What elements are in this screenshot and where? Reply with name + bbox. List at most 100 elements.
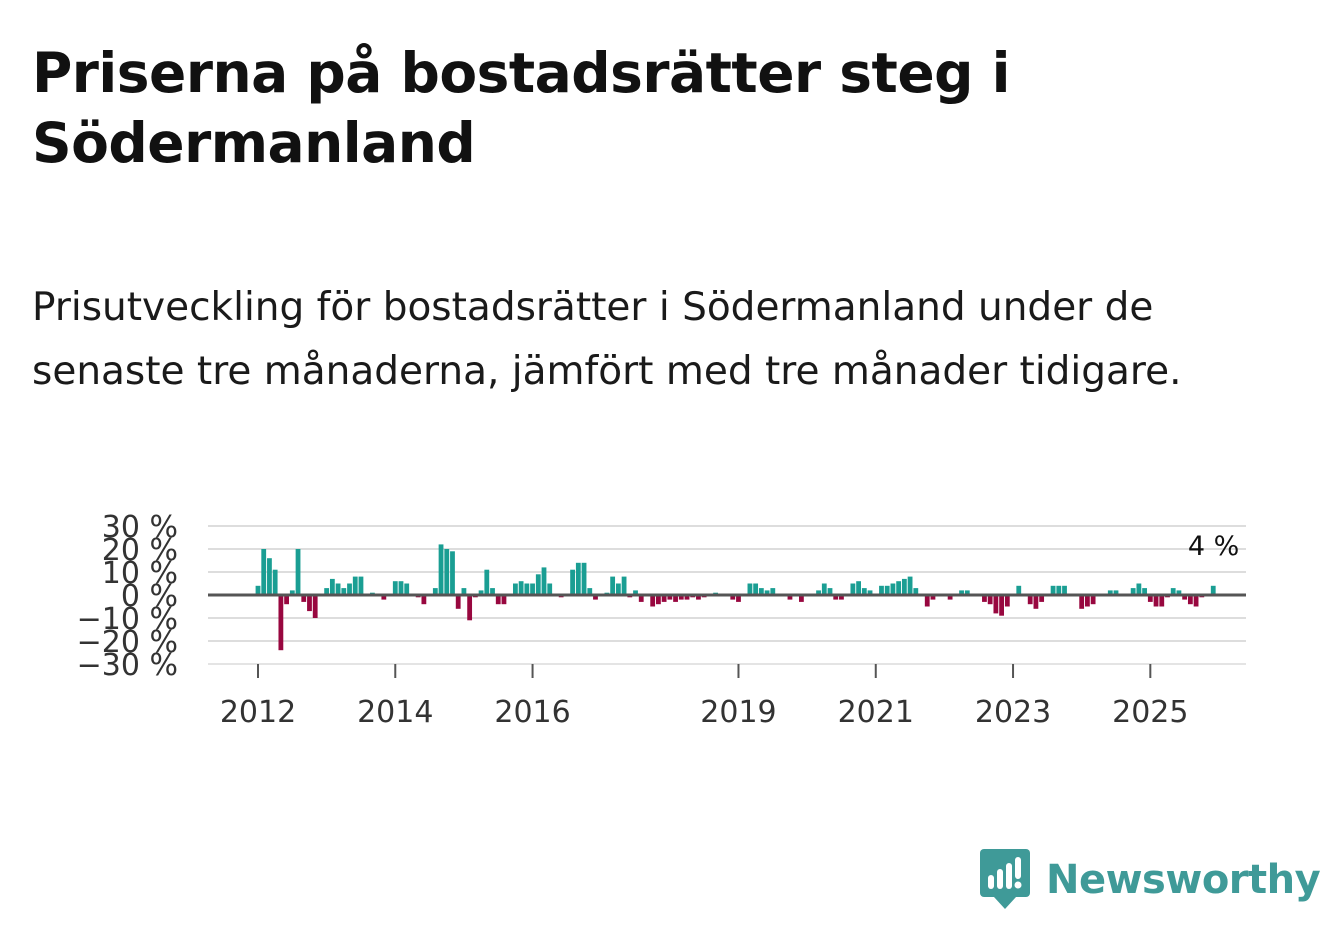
bar: [347, 583, 352, 595]
bar: [587, 588, 593, 595]
brand-name: Newsworthy: [1046, 857, 1321, 903]
bar: [1079, 595, 1085, 609]
bar: [913, 588, 919, 595]
gridlines: [208, 525, 1246, 665]
bar: [827, 588, 833, 595]
bar: [478, 590, 484, 595]
bar: [467, 595, 473, 621]
bar: [1130, 588, 1136, 595]
bar: [1090, 595, 1096, 605]
bar: [1107, 590, 1113, 595]
bar: [890, 583, 896, 595]
bar: [901, 578, 907, 595]
bar: [575, 562, 581, 595]
bar: [255, 585, 261, 595]
bar: [764, 590, 770, 595]
bar: [673, 595, 678, 602]
bar: [1182, 595, 1188, 600]
x-tick-label: 2023: [975, 695, 1051, 730]
bar: [513, 583, 518, 595]
bar: [1027, 595, 1033, 605]
bar: [896, 581, 902, 595]
bar: [501, 595, 507, 605]
bar: [907, 576, 913, 595]
bar: [1176, 590, 1182, 595]
bar: [982, 595, 987, 602]
bar: [398, 581, 404, 595]
x-tick-label: 2012: [220, 695, 296, 730]
bar: [284, 595, 289, 605]
bar: [993, 595, 999, 614]
bar: [1210, 585, 1216, 595]
bar: [947, 595, 953, 600]
bar: [661, 595, 667, 602]
bar: [684, 595, 690, 600]
bar: [261, 549, 267, 595]
bar: [987, 595, 993, 605]
bar: [324, 588, 330, 595]
bar: [352, 576, 358, 595]
bar: [518, 581, 524, 595]
bar: [267, 558, 272, 595]
newsworthy-brand: Newsworthy: [980, 848, 1321, 912]
bar: [1016, 585, 1022, 595]
bar: [1062, 585, 1067, 595]
bar: [438, 544, 444, 595]
bar: [850, 583, 856, 595]
bar: [610, 576, 616, 595]
bar: [1050, 585, 1056, 595]
bar: [1159, 595, 1165, 607]
bar: [678, 595, 684, 600]
bar: [1187, 595, 1193, 605]
bar: [799, 595, 804, 602]
bar: [444, 549, 450, 595]
last-value-label: 4 %: [1188, 531, 1239, 562]
bar: [455, 595, 461, 609]
bar-chart: 30 %20 %10 %0 %−10 %−20 %−30 % 2012 2014 2…: [77, 510, 1246, 730]
bar: [581, 562, 587, 595]
bar: [341, 588, 347, 595]
bar: [999, 595, 1004, 616]
bar: [1170, 588, 1176, 595]
bar: [753, 583, 759, 595]
bar: [1193, 595, 1199, 607]
bar: [884, 585, 890, 595]
bar: [495, 595, 501, 605]
bar: [615, 583, 621, 595]
bar: [1056, 585, 1062, 595]
bar: [1113, 590, 1119, 595]
bar: [570, 569, 575, 595]
bar: [861, 588, 867, 595]
bar: [633, 590, 638, 595]
bar: [358, 576, 364, 595]
bar: [1142, 588, 1147, 595]
bar: [329, 578, 335, 595]
bar: [879, 585, 884, 595]
bar: [650, 595, 656, 607]
bars: [255, 544, 1216, 651]
bar: [421, 595, 427, 605]
bar: [821, 583, 827, 595]
bar: [1039, 595, 1045, 602]
bar: [833, 595, 839, 600]
x-tick-label: 2014: [357, 695, 433, 730]
bar: [1033, 595, 1039, 609]
bar: [392, 581, 398, 595]
x-tick-label: 2016: [494, 695, 570, 730]
y-axis-ticks: 30 %20 %10 %0 %−10 %−20 %−30 %: [77, 510, 178, 683]
bar: [867, 590, 873, 595]
bar: [959, 590, 964, 595]
bar: [312, 595, 318, 618]
bar: [593, 595, 598, 600]
y-tick-label: −20 %: [77, 625, 178, 660]
bar: [621, 576, 627, 595]
x-tick-label: 2019: [700, 695, 776, 730]
newsworthy-logo-icon: [980, 849, 1030, 909]
bar: [638, 595, 644, 602]
bar: [1153, 595, 1159, 607]
y-tick-label: −30 %: [77, 648, 178, 683]
bar: [736, 595, 741, 602]
x-axis: 2012 2014 2016 2019 2021 2023 2025: [220, 664, 1188, 730]
chart-subtitle: Prisutveckling för bostadsrätter i Söder…: [32, 285, 1182, 394]
bar: [1004, 595, 1010, 607]
